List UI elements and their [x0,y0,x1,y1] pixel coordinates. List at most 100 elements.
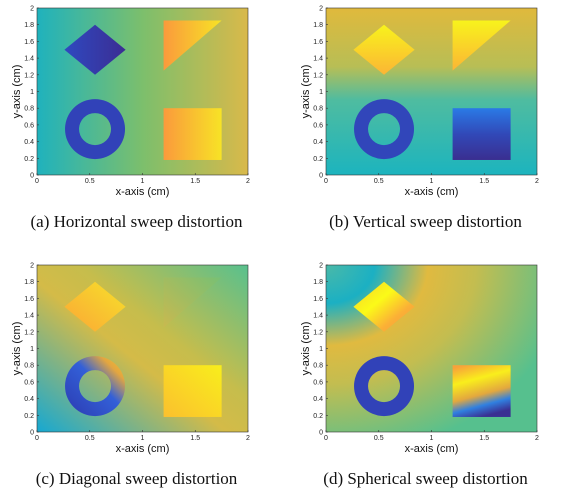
y-tick-label: 1.4 [313,313,323,320]
image [326,265,537,432]
x-tick-label: 1.5 [190,178,200,185]
panel: 0 0.5 1 1.5 2 0 0.2 0.4 0.6 0.8 1 1.2 1.4 1.6 1.8 2 x-ax… [11,263,250,489]
y-tick-label: 1.2 [24,72,34,79]
y-tick-label: 1 [30,89,34,96]
x-tick-label: 0 [35,178,39,185]
square [452,365,511,417]
y-tick-label: 0.2 [24,413,34,420]
y-tick-label: 2 [30,263,34,270]
y-tick-label: 0 [30,430,34,437]
diamond [64,24,126,75]
y-tick-label: 1.8 [24,279,34,286]
y-axis-label: y-axis (cm) [300,322,312,376]
y-tick-label: 1.8 [313,22,323,29]
y-tick-label: 0.8 [24,106,34,113]
y-tick-label: 1.4 [24,313,34,320]
y-tick-label: 0 [319,173,323,180]
y-axis-label: y-axis (cm) [11,322,23,376]
y-tick-label: 1 [30,346,34,353]
y-tick-label: 0.6 [313,122,323,129]
panel: 0 0.5 1 1.5 2 0 0.2 0.4 0.6 0.8 1 1.2 1.4 1.6 1.8 2 x-ax… [300,263,539,489]
y-tick-label: 0.2 [313,156,323,163]
x-tick-label: 0 [324,435,328,442]
x-tick-label: 1 [141,435,145,442]
image [37,265,248,432]
y-tick-label: 0.8 [24,363,34,370]
caption: (c) Diagonal sweep distortion [36,469,238,488]
y-tick-label: 0.2 [24,156,34,163]
ring [354,356,415,417]
caption: (b) Vertical sweep distortion [329,212,522,231]
triangle [452,20,511,71]
y-tick-label: 0.2 [313,413,323,420]
x-tick-label: 1.5 [479,435,489,442]
x-tick-label: 2 [535,178,539,185]
y-axis-label: y-axis (cm) [11,65,23,119]
y-tick-label: 0.4 [24,396,34,403]
y-tick-label: 1.6 [24,296,34,303]
y-tick-label: 1.6 [313,39,323,46]
y-tick-label: 2 [30,6,34,13]
y-tick-label: 0.4 [313,396,323,403]
x-tick-label: 1 [430,435,434,442]
triangle [163,20,222,71]
y-tick-label: 0 [30,173,34,180]
y-tick-label: 0.8 [313,106,323,113]
y-tick-label: 0.8 [313,363,323,370]
y-tick-label: 0.6 [313,379,323,386]
y-tick-label: 0.6 [24,122,34,129]
y-tick-label: 1.2 [313,72,323,79]
x-tick-label: 2 [246,435,250,442]
x-axis-label: x-axis (cm) [405,443,459,455]
x-tick-label: 0 [324,178,328,185]
y-tick-label: 1.4 [313,56,323,63]
x-axis-label: x-axis (cm) [116,186,170,198]
y-tick-label: 1.2 [313,329,323,336]
x-tick-label: 1.5 [190,435,200,442]
x-tick-label: 0.5 [85,435,95,442]
x-tick-label: 0.5 [85,178,95,185]
y-tick-label: 2 [319,6,323,13]
x-tick-label: 0 [35,435,39,442]
x-axis-label: x-axis (cm) [116,443,170,455]
diamond [64,281,126,332]
y-tick-label: 1.6 [313,296,323,303]
y-tick-label: 0.4 [24,139,34,146]
panel: 0 0.5 1 1.5 2 0 0.2 0.4 0.6 0.8 1 1.2 1.4 1.6 1.8 2 x-ax… [300,6,539,232]
caption: (a) Horizontal sweep distortion [31,212,243,231]
ring [65,99,126,160]
image [37,8,248,175]
y-tick-label: 1.8 [313,279,323,286]
y-tick-label: 1.2 [24,329,34,336]
y-tick-label: 1 [319,89,323,96]
panel: 0 0.5 1 1.5 2 0 0.2 0.4 0.6 0.8 1 1.2 1.4 1.6 1.8 2 x-ax… [11,6,250,232]
y-axis-label: y-axis (cm) [300,65,312,119]
caption: (d) Spherical sweep distortion [323,469,528,488]
square [163,365,222,417]
x-tick-label: 1 [430,178,434,185]
ring [354,99,415,160]
x-tick-label: 2 [246,178,250,185]
x-tick-label: 0.5 [374,435,384,442]
diamond [353,24,415,75]
y-tick-label: 1 [319,346,323,353]
diamond [353,281,415,332]
x-axis-label: x-axis (cm) [405,186,459,198]
ring [65,356,126,417]
x-tick-label: 1.5 [479,178,489,185]
x-tick-label: 2 [535,435,539,442]
y-tick-label: 0 [319,430,323,437]
square [452,108,511,160]
y-tick-label: 0.4 [313,139,323,146]
square [163,108,222,160]
x-tick-label: 1 [141,178,145,185]
y-tick-label: 1.8 [24,22,34,29]
triangle [163,277,222,328]
x-tick-label: 0.5 [374,178,384,185]
y-tick-label: 1.6 [24,39,34,46]
image [326,8,537,175]
y-tick-label: 1.4 [24,56,34,63]
y-tick-label: 0.6 [24,379,34,386]
